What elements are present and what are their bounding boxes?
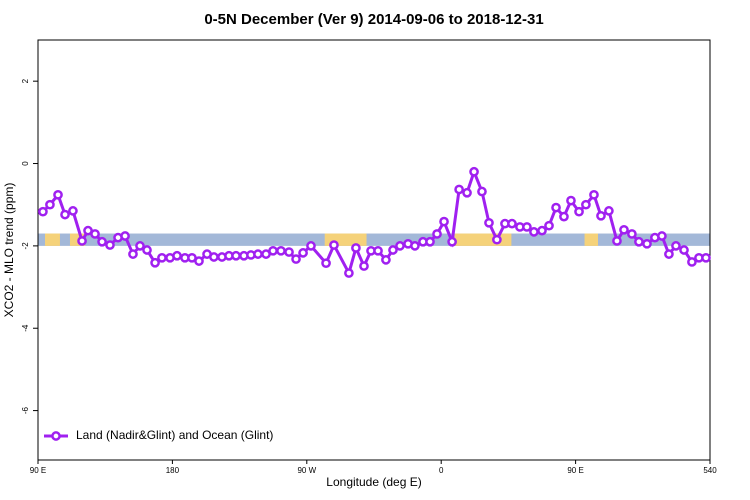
x-tick-label: 540 [703,466,717,475]
y-tick-label: -2 [21,242,30,250]
data-point [351,243,361,253]
data-point [522,222,532,232]
data-point [477,186,487,197]
data-point [589,189,599,200]
data-point [298,248,308,258]
data-point [329,240,339,250]
data-point [454,184,464,195]
data-point [38,206,48,217]
data-point [194,256,204,266]
data-point [291,254,301,264]
data-point [284,247,294,257]
data-point [701,252,711,263]
data-point [581,199,591,210]
data-point [634,236,644,247]
data-point [268,245,278,256]
data-point [469,166,479,177]
data-point [77,236,87,246]
data-point [574,206,584,217]
data-point [664,249,674,259]
data-point [90,229,100,239]
data-point [231,250,241,261]
x-tick-label: 0 [439,466,444,475]
data-point [544,220,554,231]
data-point [566,195,576,206]
y-tick-label: -4 [21,324,30,332]
x-axis-label: Longitude (deg E) [326,475,421,489]
data-point [679,245,689,255]
data-point [157,252,167,263]
data-point [447,236,457,247]
data-point [642,238,652,249]
data-point [128,249,138,259]
land-band [584,233,598,246]
data-point [120,231,130,241]
data-point [68,206,78,216]
data-point [596,210,606,221]
data-point [142,245,152,255]
data-point [388,245,398,255]
data-point [492,234,502,245]
y-tick-label: 0 [21,161,30,166]
land-band [454,233,512,246]
legend-marker [51,431,61,441]
data-point [484,217,494,228]
legend-label: Land (Nadir&Glint) and Ocean (Glint) [76,428,273,442]
data-point [321,258,331,269]
data-point [395,241,405,251]
data-point [619,224,629,235]
data-point [135,241,145,251]
data-point [53,189,63,200]
plot-frame [37,39,711,461]
data-point [537,225,547,236]
ocean-band [38,233,710,246]
data-point [172,250,182,261]
y-tick-label: -6 [21,406,30,414]
y-tick-label: 2 [21,78,30,83]
data-point [97,236,107,247]
data-point [381,255,391,265]
data-point [604,206,614,216]
data-point [559,211,569,222]
data-point [432,229,442,239]
data-point [306,241,316,251]
data-point [344,268,354,278]
chart-title: 0-5N December (Ver 9) 2014-09-06 to 2018… [204,11,543,28]
data-point [105,240,115,250]
data-point [425,236,435,247]
data-point [60,209,70,220]
data-point [657,231,667,241]
data-point [529,227,539,237]
data-point [253,249,263,259]
data-point [612,236,622,246]
data-line [41,167,706,278]
data-point [359,261,369,271]
data-point [45,199,55,210]
x-tick-label: 90 E [30,466,46,475]
data-point [150,257,160,268]
data-point [462,187,472,198]
data-point [551,202,561,213]
x-tick-label: 90 W [297,466,316,475]
data-point [373,245,383,256]
data-point [276,245,286,256]
data-point [507,218,517,229]
x-tick-label: 90 E [567,466,583,475]
data-point [671,241,681,251]
x-tick-label: 180 [166,466,180,475]
data-point [209,252,219,262]
data-point [687,257,697,267]
data-point [410,241,420,251]
y-axis-label: XCO2 - MLO trend (ppm) [2,183,16,318]
data-point [627,229,637,239]
data-point [439,216,449,227]
land-band [45,233,60,246]
